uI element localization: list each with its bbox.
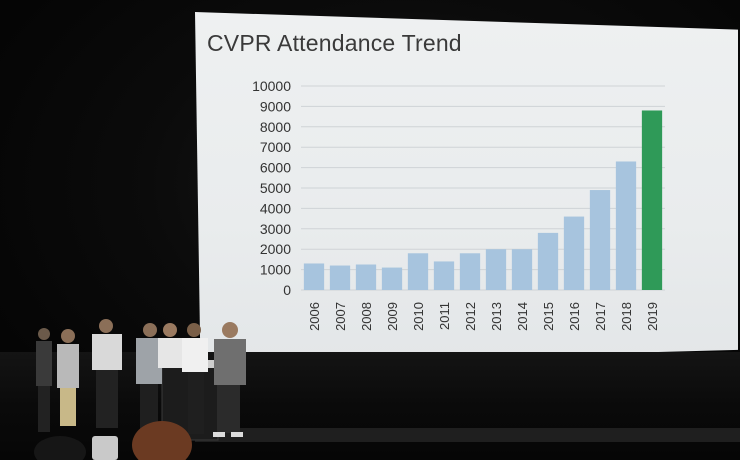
y-tick-label: 5000 <box>260 180 291 196</box>
projection-screen: CVPR Attendance Trend 0 1000 2000 3000 4000 5… <box>195 12 738 364</box>
y-tick-label: 1000 <box>260 262 291 278</box>
presenter-5 <box>158 323 182 368</box>
x-tick-label: 2009 <box>385 302 400 331</box>
x-tick-label: 2013 <box>489 302 504 331</box>
presenter-1 <box>36 328 52 432</box>
bar-2010 <box>407 253 429 290</box>
bar-2012 <box>459 253 481 290</box>
x-tick-label: 2011 <box>437 302 452 330</box>
bar-2008 <box>355 264 377 290</box>
x-tick-label: 2010 <box>411 302 426 331</box>
x-tick-label: 2016 <box>567 302 582 331</box>
y-tick-label: 3000 <box>260 221 291 237</box>
bar-chart: 0 1000 2000 3000 4000 5000 6000 7000 8000 9000 100… <box>252 78 665 331</box>
bar-2011 <box>433 261 455 290</box>
stage-edge <box>195 428 740 442</box>
bar-2018 <box>615 161 637 290</box>
x-tick-label: 2019 <box>645 302 660 331</box>
x-tick-label: 2015 <box>541 302 556 331</box>
y-tick-label: 6000 <box>260 160 291 176</box>
y-tick-label: 4000 <box>260 200 291 216</box>
x-tick-label: 2012 <box>463 302 478 331</box>
y-tick-label: 2000 <box>260 241 291 257</box>
x-tick-label: 2014 <box>515 302 530 331</box>
presenter-2 <box>57 329 79 426</box>
bar-2006 <box>303 263 325 290</box>
bar-2017 <box>589 190 611 290</box>
bar-2016 <box>563 216 585 290</box>
chart-title: CVPR Attendance Trend <box>207 30 462 56</box>
x-tick-label: 2006 <box>307 302 322 331</box>
presenter-figures <box>36 319 246 437</box>
x-tick-label: 2007 <box>333 302 348 331</box>
bar-2014 <box>511 249 533 290</box>
bar-2013 <box>485 249 507 290</box>
bar-2015 <box>537 232 559 290</box>
presenter-4 <box>136 323 162 432</box>
y-tick-label: 8000 <box>260 119 291 135</box>
y-tick-label: 9000 <box>260 98 291 114</box>
stage <box>0 352 740 460</box>
bar-2007 <box>329 265 351 290</box>
presenter-3 <box>92 319 122 428</box>
y-tick-label: 10000 <box>252 78 291 94</box>
audience-phone <box>92 436 118 460</box>
x-tick-label: 2018 <box>619 302 634 331</box>
bar-2009 <box>381 267 403 290</box>
y-tick-label: 0 <box>283 282 291 298</box>
audience-head <box>34 436 86 460</box>
presenter-7 <box>213 322 246 437</box>
audience-head <box>132 421 192 460</box>
y-tick-label: 7000 <box>260 139 291 155</box>
x-tick-label: 2008 <box>359 302 374 331</box>
bar-2019 <box>641 110 663 290</box>
presenter-6 <box>182 323 208 434</box>
x-tick-label: 2017 <box>593 302 608 331</box>
